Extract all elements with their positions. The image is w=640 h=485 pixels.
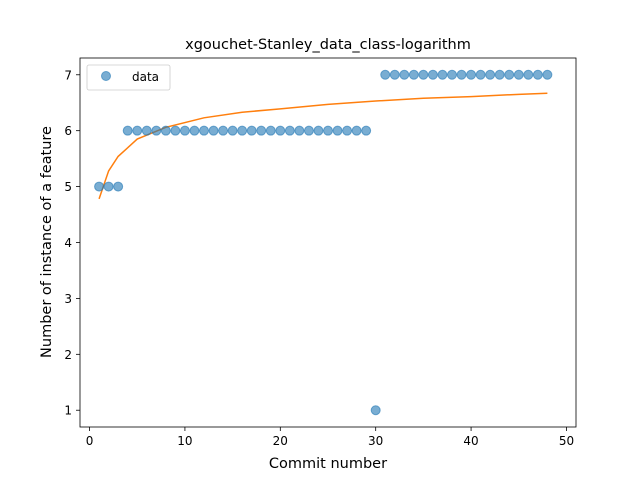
data-point <box>275 125 286 136</box>
legend-box <box>86 64 171 91</box>
y-tick-label: 1 <box>64 404 72 418</box>
x-axis-ticks: 0 10 20 30 40 50 <box>86 427 574 448</box>
x-tick-label: 50 <box>559 434 574 448</box>
data-point <box>342 125 353 136</box>
data-point <box>494 69 505 80</box>
y-tick-label: 6 <box>64 124 72 138</box>
data-point <box>246 125 257 136</box>
data-point <box>227 125 238 136</box>
legend-marker-data <box>101 71 111 81</box>
data-point <box>475 69 486 80</box>
data-point <box>256 125 267 136</box>
data-point <box>370 405 381 416</box>
data-point <box>170 125 181 136</box>
data-point <box>542 69 553 80</box>
data-point <box>408 69 419 80</box>
plot-frame <box>79 57 577 428</box>
chart-title: xgouchet-Stanley_data_class-logarithm <box>185 37 471 53</box>
data-point <box>113 181 124 192</box>
data-point <box>199 125 209 136</box>
data-point <box>456 69 467 80</box>
data-point <box>179 125 190 136</box>
data-point <box>532 69 543 80</box>
data-point <box>523 69 534 80</box>
data-point <box>427 69 438 80</box>
x-tick-label: 40 <box>463 434 478 448</box>
data-point <box>351 125 362 136</box>
data-point <box>151 125 162 136</box>
data-point <box>160 125 171 136</box>
data-point <box>218 125 229 136</box>
y-tick-label: 3 <box>64 292 72 306</box>
data-point <box>294 125 305 136</box>
fit-curve-line <box>98 92 548 200</box>
data-point <box>513 69 524 80</box>
x-tick-label: 0 <box>86 434 94 448</box>
y-tick-label: 7 <box>64 68 72 82</box>
data-point <box>485 69 496 80</box>
data-point <box>265 125 276 136</box>
data-point <box>389 69 400 80</box>
data-point <box>399 69 410 80</box>
y-tick-label: 2 <box>64 348 72 362</box>
y-tick-label: 4 <box>64 236 72 250</box>
data-point <box>418 69 429 80</box>
data-point <box>437 69 448 80</box>
data-point <box>284 125 295 136</box>
x-tick-label: 10 <box>177 434 192 448</box>
data-point <box>361 125 372 136</box>
x-tick-label: 30 <box>368 434 383 448</box>
data-point <box>122 125 133 136</box>
data-point <box>303 125 314 136</box>
data-points-layer <box>94 69 553 416</box>
data-point <box>208 125 219 136</box>
x-axis-label: Commit number <box>269 456 387 472</box>
data-point <box>466 69 477 80</box>
fit-line-layer <box>98 92 548 200</box>
data-point <box>504 69 515 80</box>
data-point <box>132 125 143 136</box>
y-tick-label: 5 <box>64 180 72 194</box>
data-point <box>237 125 248 136</box>
data-point <box>94 181 105 192</box>
data-point <box>189 125 200 136</box>
data-point <box>313 125 324 136</box>
data-point <box>447 69 457 80</box>
x-tick-label: 20 <box>273 434 288 448</box>
data-point <box>103 181 114 192</box>
y-axis-label: Number of instance of a feature <box>39 126 55 358</box>
legend-label-data: data <box>132 70 159 84</box>
legend: data <box>86 64 171 91</box>
data-point <box>141 125 152 136</box>
data-point <box>332 125 343 136</box>
y-axis-ticks: 1 2 3 4 5 6 7 <box>64 68 80 418</box>
data-point <box>323 125 333 136</box>
data-point <box>380 69 391 80</box>
